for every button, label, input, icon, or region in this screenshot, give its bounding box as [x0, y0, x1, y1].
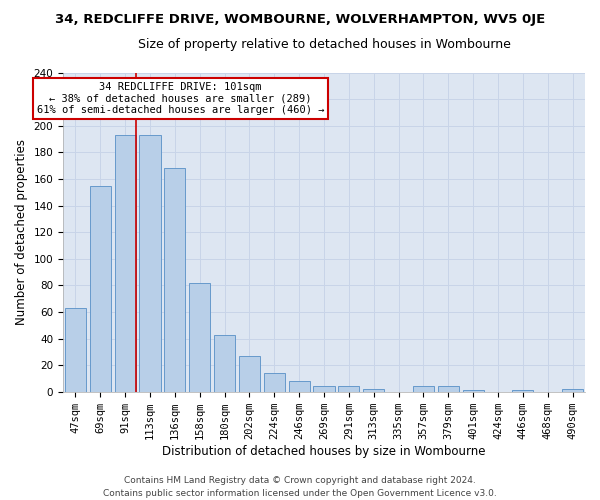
Bar	[90, 186, 111, 392]
Bar	[239, 356, 260, 392]
Bar	[115, 135, 136, 392]
Bar	[264, 373, 285, 392]
Bar	[463, 390, 484, 392]
Bar	[65, 308, 86, 392]
Text: Contains HM Land Registry data © Crown copyright and database right 2024.
Contai: Contains HM Land Registry data © Crown c…	[103, 476, 497, 498]
Bar	[214, 334, 235, 392]
Bar	[139, 135, 161, 392]
X-axis label: Distribution of detached houses by size in Wombourne: Distribution of detached houses by size …	[162, 444, 486, 458]
Bar	[413, 386, 434, 392]
Text: 34 REDCLIFFE DRIVE: 101sqm
← 38% of detached houses are smaller (289)
61% of sem: 34 REDCLIFFE DRIVE: 101sqm ← 38% of deta…	[37, 82, 324, 116]
Bar	[363, 389, 384, 392]
Text: 34, REDCLIFFE DRIVE, WOMBOURNE, WOLVERHAMPTON, WV5 0JE: 34, REDCLIFFE DRIVE, WOMBOURNE, WOLVERHA…	[55, 12, 545, 26]
Bar	[313, 386, 335, 392]
Bar	[438, 386, 459, 392]
Y-axis label: Number of detached properties: Number of detached properties	[15, 139, 28, 325]
Bar	[289, 381, 310, 392]
Bar	[164, 168, 185, 392]
Bar	[562, 389, 583, 392]
Bar	[338, 386, 359, 392]
Title: Size of property relative to detached houses in Wombourne: Size of property relative to detached ho…	[137, 38, 511, 51]
Bar	[512, 390, 533, 392]
Bar	[189, 282, 210, 392]
